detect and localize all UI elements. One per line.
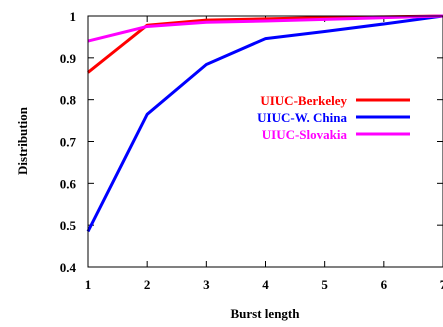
legend: UIUC-Berkeley UIUC-W. China UIUC-Slovakia xyxy=(257,93,410,142)
y-tick-label: 0.5 xyxy=(60,218,77,233)
x-tick-label: 4 xyxy=(262,277,269,292)
legend-label: UIUC-Berkeley xyxy=(260,93,347,108)
y-tick-label: 1 xyxy=(70,9,77,24)
x-tick-label: 3 xyxy=(203,277,210,292)
x-tick-label: 7 xyxy=(440,277,443,292)
series-line-uiuc-w-china xyxy=(86,14,443,233)
legend-label: UIUC-Slovakia xyxy=(262,127,348,142)
tick-labels: 1 2 3 4 5 6 7 0.4 0.5 0.6 0.7 0.8 0.9 1 xyxy=(60,9,443,292)
x-tick-label: 6 xyxy=(381,277,388,292)
legend-label: UIUC-W. China xyxy=(257,110,347,125)
y-axis-label: Distribution xyxy=(15,106,30,175)
y-tick-label: 0.4 xyxy=(60,260,77,275)
plot-frame xyxy=(87,15,443,268)
x-axis-label: Burst length xyxy=(231,306,301,321)
y-tick-label: 0.6 xyxy=(60,176,77,191)
y-tick-label: 0.9 xyxy=(60,51,77,66)
x-tick-label: 1 xyxy=(85,277,92,292)
series-line-uiuc-slovakia xyxy=(87,14,443,43)
x-tick-label: 2 xyxy=(144,277,151,292)
series-lines xyxy=(86,14,443,233)
y-tick-label: 0.7 xyxy=(60,135,77,150)
x-tick-label: 5 xyxy=(321,277,328,292)
y-tick-label: 0.8 xyxy=(60,93,77,108)
